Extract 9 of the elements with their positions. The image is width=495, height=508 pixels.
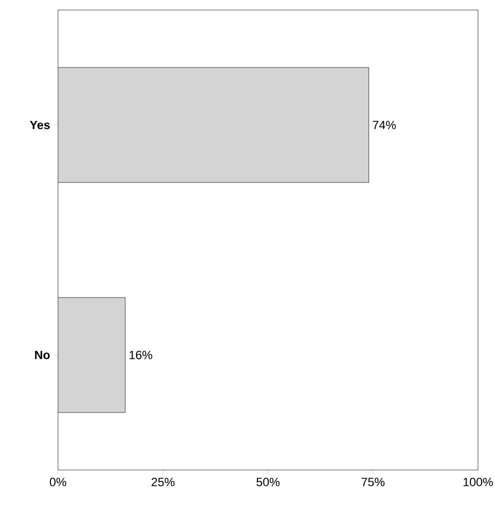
x-tick-label: 75% bbox=[362, 478, 385, 486]
x-tick-label: 100% bbox=[464, 478, 493, 486]
y-tick-label: Yes bbox=[30, 120, 50, 130]
y-tick-label: No bbox=[35, 350, 50, 360]
data-label: 16% bbox=[130, 350, 152, 360]
x-tick-label: 50% bbox=[256, 478, 280, 486]
x-tick-label: 0% bbox=[50, 478, 66, 486]
x-tick-label: 25% bbox=[152, 478, 175, 486]
data-label: 74% bbox=[372, 120, 396, 130]
